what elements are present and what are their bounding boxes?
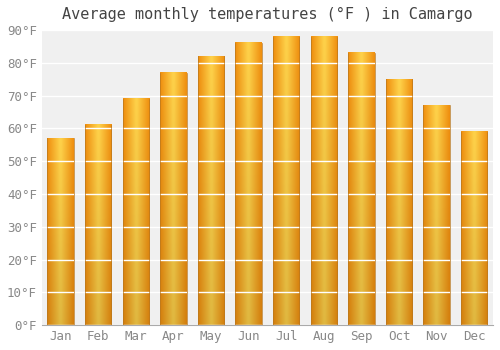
Title: Average monthly temperatures (°F ) in Camargo: Average monthly temperatures (°F ) in Ca…	[62, 7, 472, 22]
